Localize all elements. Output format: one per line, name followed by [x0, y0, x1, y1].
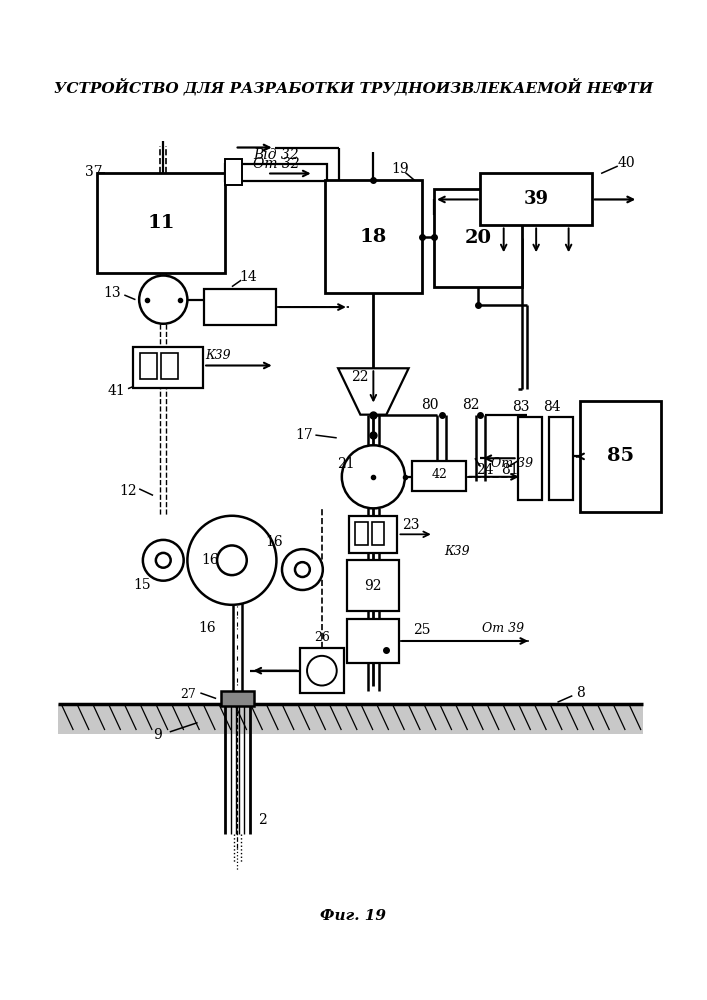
- Bar: [161, 353, 178, 379]
- Text: 26: 26: [314, 631, 330, 644]
- Text: 19: 19: [391, 162, 409, 176]
- Bar: [226, 164, 327, 181]
- Circle shape: [341, 445, 405, 508]
- Text: От 39: От 39: [482, 622, 525, 635]
- Bar: [481, 173, 592, 225]
- Text: От 39: От 39: [491, 457, 534, 470]
- Text: 14: 14: [240, 270, 257, 284]
- Circle shape: [295, 562, 310, 577]
- Bar: [434, 189, 522, 287]
- Circle shape: [156, 553, 170, 568]
- Bar: [580, 401, 661, 512]
- Text: Від 32: Від 32: [254, 148, 299, 162]
- Text: К39: К39: [444, 545, 469, 558]
- Bar: [549, 417, 573, 500]
- Text: К39: К39: [205, 349, 230, 362]
- Bar: [412, 461, 466, 491]
- Text: 40: 40: [617, 156, 635, 170]
- Circle shape: [139, 276, 187, 324]
- Text: 16: 16: [201, 553, 218, 567]
- Text: 81: 81: [501, 463, 519, 477]
- Text: 13: 13: [103, 286, 121, 300]
- Text: 21: 21: [337, 457, 355, 471]
- Text: 20: 20: [464, 229, 491, 247]
- Circle shape: [187, 516, 276, 605]
- Circle shape: [307, 656, 337, 686]
- Text: 8: 8: [576, 686, 585, 700]
- Text: 9: 9: [153, 728, 162, 742]
- Text: 39: 39: [524, 190, 549, 208]
- Text: 11: 11: [148, 214, 175, 232]
- Polygon shape: [338, 368, 409, 415]
- Text: 16: 16: [198, 621, 216, 635]
- Bar: [355, 522, 368, 545]
- Bar: [59, 704, 643, 734]
- Bar: [133, 347, 203, 388]
- Bar: [140, 353, 157, 379]
- Bar: [98, 173, 226, 273]
- Bar: [347, 560, 399, 611]
- Circle shape: [143, 540, 184, 581]
- Text: 15: 15: [133, 578, 151, 592]
- Bar: [226, 159, 242, 185]
- Text: 84: 84: [543, 400, 561, 414]
- Bar: [371, 522, 385, 545]
- Text: 42: 42: [431, 468, 447, 481]
- Text: 12: 12: [119, 484, 137, 498]
- Bar: [347, 619, 399, 663]
- Text: Фиг. 19: Фиг. 19: [320, 909, 387, 923]
- Circle shape: [217, 545, 247, 575]
- Text: 83: 83: [513, 400, 530, 414]
- Text: 80: 80: [421, 398, 438, 412]
- Bar: [349, 516, 397, 553]
- Bar: [518, 417, 542, 500]
- Text: 82: 82: [462, 398, 480, 412]
- Text: 23: 23: [402, 518, 419, 532]
- Text: 22: 22: [351, 370, 368, 384]
- Text: 27: 27: [180, 688, 196, 701]
- Text: 85: 85: [607, 447, 634, 465]
- Bar: [204, 289, 276, 325]
- Text: 25: 25: [413, 623, 431, 637]
- Circle shape: [282, 549, 323, 590]
- Text: 24: 24: [477, 463, 494, 477]
- Text: 2: 2: [258, 813, 267, 827]
- Text: 17: 17: [296, 428, 313, 442]
- Text: 18: 18: [360, 228, 387, 246]
- Text: 16: 16: [266, 535, 284, 549]
- Text: 41: 41: [107, 384, 125, 398]
- Text: 37: 37: [85, 165, 103, 179]
- Bar: [221, 691, 255, 706]
- Bar: [300, 648, 344, 693]
- Text: От 32: От 32: [253, 157, 300, 171]
- Text: 92: 92: [365, 579, 382, 593]
- Text: УСТРОЙСТВО ДЛЯ РАЗРАБОТКИ ТРУДНОИЗВЛЕКАЕМОЙ НЕФТИ: УСТРОЙСТВО ДЛЯ РАЗРАБОТКИ ТРУДНОИЗВЛЕКАЕ…: [54, 78, 653, 96]
- Bar: [325, 180, 422, 293]
